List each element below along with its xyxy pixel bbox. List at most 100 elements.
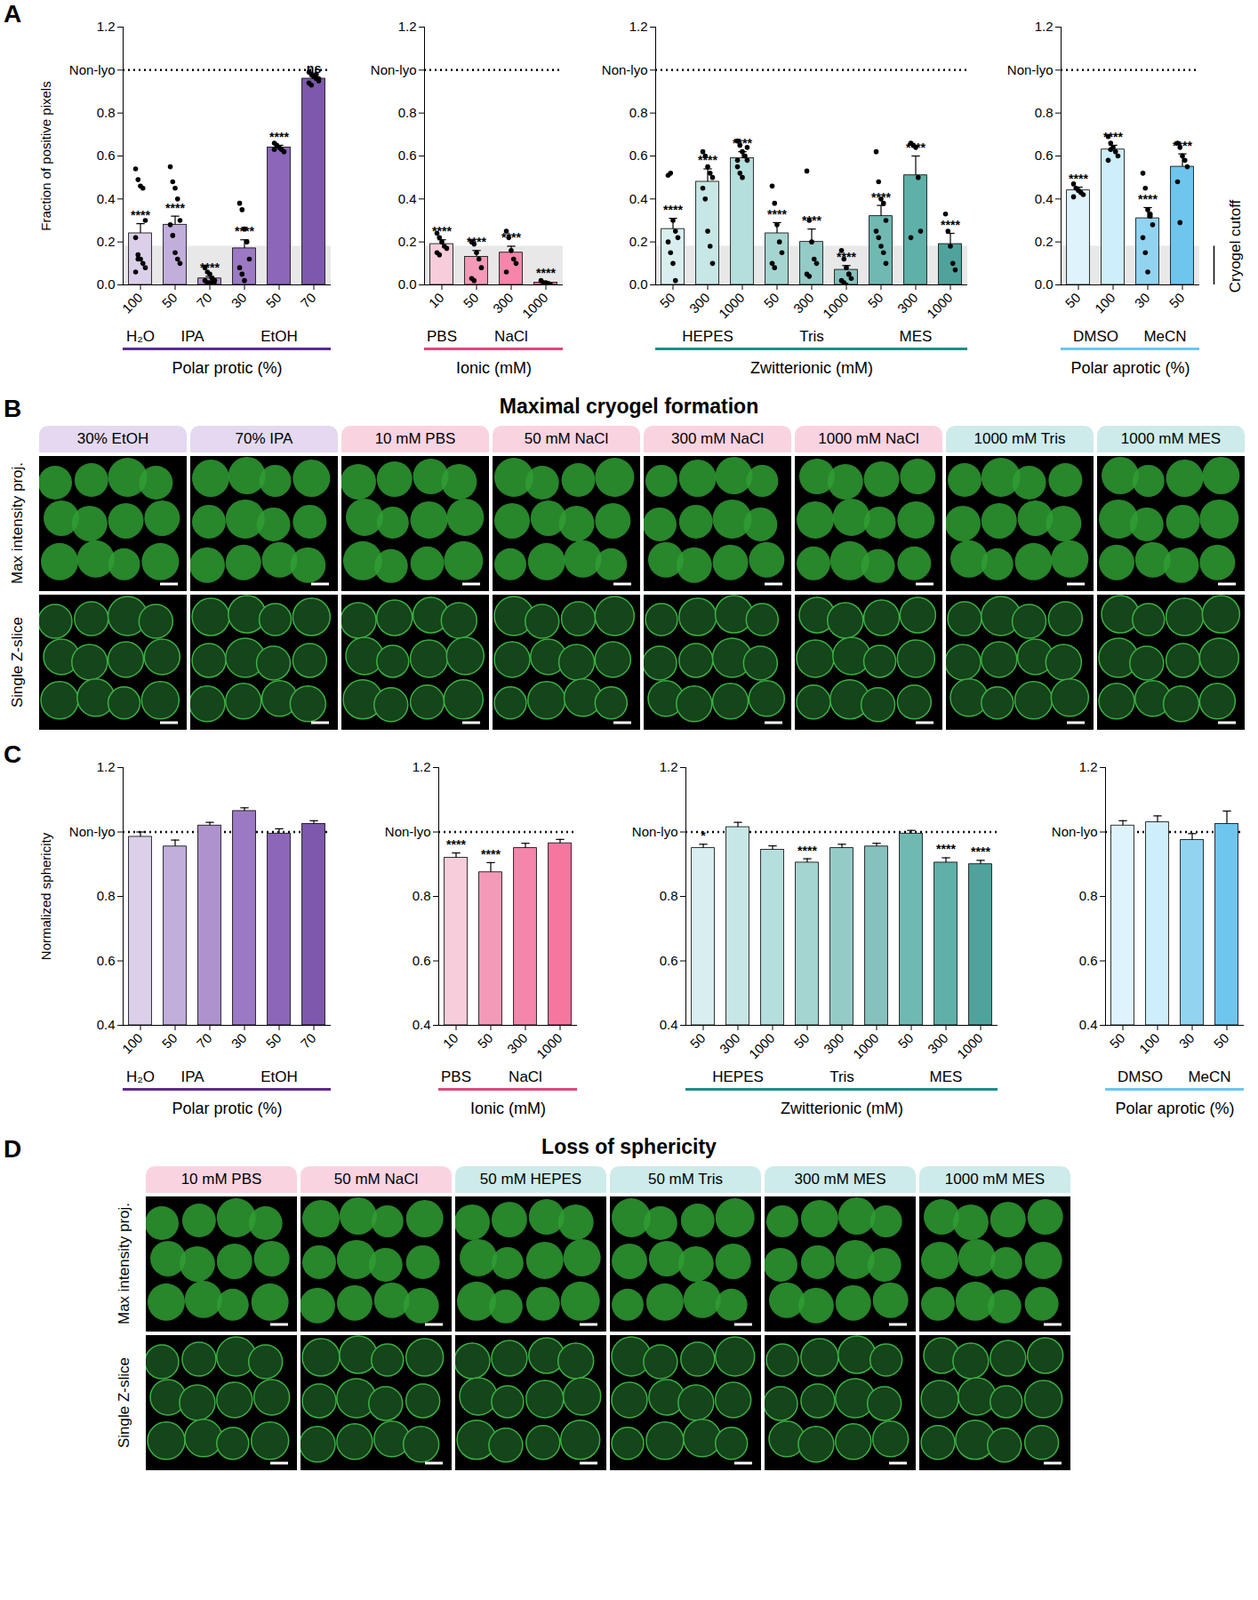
svg-text:****: **** — [536, 265, 556, 281]
svg-text:MeCN: MeCN — [1187, 1068, 1231, 1086]
svg-text:NaCl: NaCl — [494, 328, 529, 345]
svg-text:IPA: IPA — [180, 1068, 205, 1086]
svg-text:0.8: 0.8 — [397, 104, 417, 121]
svg-text:1.2: 1.2 — [96, 18, 116, 34]
svg-text:0.4: 0.4 — [658, 1017, 678, 1033]
svg-text:50: 50 — [1062, 289, 1084, 312]
svg-text:****: **** — [200, 260, 220, 275]
svg-text:****: **** — [446, 837, 466, 852]
svg-text:*: * — [700, 828, 706, 843]
svg-text:0.8: 0.8 — [96, 104, 116, 121]
svg-text:****: **** — [797, 843, 818, 858]
svg-text:0.6: 0.6 — [1034, 147, 1054, 163]
svg-text:****: **** — [165, 200, 185, 216]
svg-text:IPA: IPA — [180, 328, 205, 345]
svg-text:0.4: 0.4 — [412, 1017, 432, 1033]
svg-text:Non-lyo: Non-lyo — [1007, 62, 1054, 78]
svg-text:NaCl: NaCl — [508, 1068, 543, 1086]
svg-text:Polar aprotic (%): Polar aprotic (%) — [1070, 359, 1190, 377]
svg-text:Non-lyo: Non-lyo — [69, 62, 116, 78]
svg-text:****: **** — [1137, 192, 1158, 207]
svg-text:0.2: 0.2 — [629, 233, 649, 249]
svg-text:50: 50 — [761, 289, 783, 312]
svg-text:H₂O: H₂O — [126, 1068, 155, 1086]
svg-text:30: 30 — [1131, 289, 1154, 312]
svg-text:0.4: 0.4 — [96, 191, 116, 207]
svg-text:Non-lyo: Non-lyo — [69, 824, 116, 840]
svg-text:****: **** — [970, 844, 991, 859]
svg-text:0.8: 0.8 — [412, 888, 432, 904]
svg-text:30: 30 — [228, 289, 250, 312]
svg-text:0.0: 0.0 — [1034, 276, 1054, 292]
svg-text:50: 50 — [474, 1030, 497, 1052]
svg-text:Tris: Tris — [799, 328, 825, 345]
svg-text:MES: MES — [899, 328, 933, 345]
svg-text:300: 300 — [504, 1030, 531, 1058]
svg-text:30: 30 — [228, 1030, 250, 1052]
svg-text:50: 50 — [263, 1030, 285, 1052]
svg-text:1000: 1000 — [519, 289, 552, 322]
svg-text:10: 10 — [440, 1030, 462, 1052]
svg-text:0.6: 0.6 — [658, 953, 678, 969]
svg-text:0.6: 0.6 — [96, 147, 116, 163]
svg-text:Polar protic (%): Polar protic (%) — [171, 359, 282, 377]
svg-text:1.2: 1.2 — [1034, 18, 1054, 34]
svg-text:****: **** — [234, 224, 255, 239]
svg-text:Fraction of positive pixels: Fraction of positive pixels — [38, 80, 54, 231]
svg-text:ns: ns — [306, 61, 322, 76]
svg-text:300: 300 — [819, 1030, 847, 1058]
svg-text:MeCN: MeCN — [1143, 328, 1186, 345]
svg-text:****: **** — [905, 140, 926, 155]
svg-text:0.8: 0.8 — [629, 104, 649, 121]
svg-text:0.4: 0.4 — [629, 191, 649, 207]
svg-text:Non-lyo: Non-lyo — [384, 824, 432, 840]
svg-text:HEPES: HEPES — [681, 328, 734, 345]
svg-text:0.4: 0.4 — [1079, 1017, 1098, 1033]
svg-text:300: 300 — [488, 289, 516, 317]
svg-text:Non-lyo: Non-lyo — [369, 62, 417, 78]
svg-text:0.8: 0.8 — [1079, 888, 1098, 904]
svg-text:50: 50 — [459, 289, 481, 312]
svg-text:0.6: 0.6 — [412, 953, 432, 969]
svg-text:0.6: 0.6 — [397, 147, 417, 163]
svg-text:50: 50 — [894, 1030, 916, 1052]
svg-text:0.8: 0.8 — [96, 888, 116, 904]
svg-text:****: **** — [663, 202, 683, 217]
svg-text:1.2: 1.2 — [96, 759, 116, 775]
svg-text:0.6: 0.6 — [629, 147, 649, 163]
svg-text:100: 100 — [1091, 289, 1119, 317]
svg-text:0.0: 0.0 — [96, 276, 116, 292]
svg-text:EtOH: EtOH — [260, 328, 298, 345]
svg-text:Non-lyo: Non-lyo — [601, 62, 649, 78]
svg-text:Normalized sphericity: Normalized sphericity — [38, 832, 54, 961]
svg-text:300: 300 — [923, 1030, 951, 1058]
svg-text:****: **** — [871, 190, 891, 205]
svg-text:50: 50 — [159, 1030, 181, 1052]
svg-text:****: **** — [466, 234, 487, 249]
svg-text:0.2: 0.2 — [397, 233, 417, 249]
svg-text:****: **** — [1172, 138, 1193, 153]
svg-text:70: 70 — [193, 1030, 216, 1052]
svg-text:50: 50 — [159, 289, 181, 312]
svg-text:0.4: 0.4 — [397, 191, 417, 207]
svg-text:****: **** — [1068, 171, 1089, 186]
svg-text:1000: 1000 — [745, 1030, 778, 1063]
svg-text:0.2: 0.2 — [1034, 233, 1054, 249]
svg-text:0.0: 0.0 — [629, 276, 649, 292]
svg-text:Non-lyo: Non-lyo — [1051, 824, 1098, 840]
svg-text:****: **** — [501, 230, 521, 245]
svg-text:****: **** — [801, 213, 822, 228]
svg-text:H₂O: H₂O — [126, 328, 155, 345]
svg-text:****: **** — [697, 152, 718, 168]
svg-text:1000: 1000 — [533, 1030, 566, 1063]
svg-text:****: **** — [480, 847, 501, 862]
svg-text:0.6: 0.6 — [96, 953, 116, 969]
svg-text:300: 300 — [686, 289, 714, 317]
svg-text:50: 50 — [1106, 1030, 1129, 1052]
svg-text:1.2: 1.2 — [412, 759, 432, 775]
svg-text:1.2: 1.2 — [397, 18, 417, 34]
svg-text:1000: 1000 — [849, 1030, 882, 1063]
svg-text:MES: MES — [929, 1068, 962, 1086]
svg-text:Tris: Tris — [829, 1068, 855, 1086]
svg-text:100: 100 — [119, 289, 146, 317]
